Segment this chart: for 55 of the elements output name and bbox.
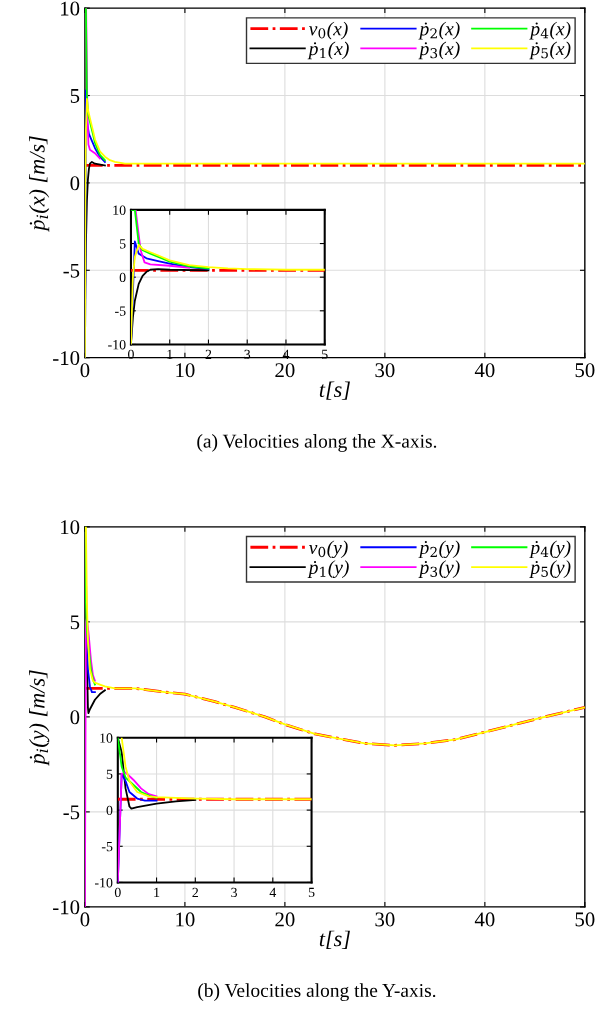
x-tick-label: 50 [575, 363, 595, 378]
x-tick-label: 1 [154, 887, 160, 897]
x-tick-label: 3 [231, 887, 237, 898]
x-tick-label: 50 [575, 912, 595, 927]
legend-label: v$_{0}$(x) [309, 21, 348, 40]
x-tick-label: 4 [269, 887, 277, 897]
y-tick-label: 10 [113, 205, 126, 215]
legend-label: ṗ$_{4}$(y) [529, 540, 571, 559]
legend-label: ṗ$_{1}$(x) [307, 41, 349, 60]
x-tick-label: 10 [176, 363, 195, 378]
y-tick-label: 0 [70, 176, 80, 191]
x-tick-label: 0 [80, 912, 90, 927]
legend-label: ṗ$_{5}$(y) [529, 560, 571, 578]
x-tick-label: 40 [474, 363, 495, 378]
y-tick-label: -5 [101, 842, 113, 852]
x-tick-label: 20 [275, 363, 295, 378]
y-tick-label: 10 [61, 520, 80, 535]
y-tick-label: -10 [53, 900, 80, 915]
x-tick-label: 0 [80, 363, 90, 378]
y-tick-label: -10 [108, 340, 126, 350]
x-tick-label: 20 [275, 912, 295, 927]
y-axis-title: ṗ$_{i}$(x) [m/s] [29, 136, 50, 232]
x-tick-label: 40 [474, 912, 495, 927]
legend-label: ṗ$_{1}$(y) [307, 560, 349, 578]
x-tick-label: 30 [375, 912, 395, 927]
legend-label: ṗ$_{3}$(y) [418, 560, 460, 578]
y-tick-label: 5 [106, 769, 113, 779]
y-tick-label: -10 [94, 878, 113, 888]
y-tick-label: 5 [119, 239, 126, 249]
legend-label: v$_{0}$(y) [309, 540, 348, 559]
x-tick-label: 5 [308, 887, 315, 898]
x-tick-label: 10 [176, 912, 195, 927]
x-tick-label: 2 [192, 887, 199, 897]
x-tick-label: 30 [375, 363, 395, 378]
text: (b) Velocities along the Y-axis. [198, 983, 436, 1002]
y-tick-label: 5 [70, 615, 80, 630]
text: (a) Velocities along the X-axis. [197, 434, 437, 452]
y-tick-label: 10 [61, 1, 80, 16]
y-tick-label: -5 [115, 306, 126, 316]
y-tick-label: 5 [70, 89, 80, 103]
y-tick-label: 10 [100, 733, 113, 743]
y-tick-label: -5 [63, 805, 80, 820]
y-tick-label: -10 [53, 351, 80, 366]
legend-label: ṗ$_{2}$(y) [418, 540, 460, 559]
y-axis-title: ṗ$_{i}$(y) [m/s] [29, 670, 50, 766]
x-axis-title: t[s] [319, 930, 350, 950]
x-axis-title: t[s] [319, 381, 350, 400]
legend-label: ṗ$_{2}$(x) [418, 21, 460, 40]
legend-label: ṗ$_{5}$(x) [529, 41, 571, 60]
y-tick-label: 0 [119, 272, 126, 283]
y-tick-label: -5 [63, 263, 80, 278]
legend-label: ṗ$_{3}$(x) [418, 41, 460, 60]
y-tick-label: 0 [106, 805, 113, 816]
legend-label: ṗ$_{4}$(x) [529, 21, 571, 40]
y-tick-label: 0 [70, 710, 80, 725]
